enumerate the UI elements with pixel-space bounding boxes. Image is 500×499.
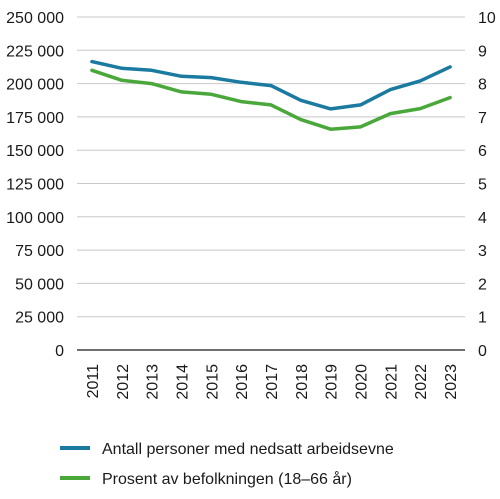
left-tick-label: 0 xyxy=(55,343,64,360)
x-tick-label: 2013 xyxy=(145,364,162,400)
x-tick-label: 2014 xyxy=(174,364,191,400)
x-tick-label: 2019 xyxy=(324,364,341,400)
right-tick-label: 5 xyxy=(478,177,487,194)
left-axis-tick-labels: 0 25 000 50 000 75 000 100 000 125 000 150 000… xyxy=(6,10,64,360)
x-tick-label: 2016 xyxy=(234,364,251,400)
x-tick-label: 2011 xyxy=(85,364,102,399)
legend-item-series-2: Prosent av befolkningen (18–66 år) xyxy=(60,470,352,488)
x-tick-label: 2020 xyxy=(354,364,371,400)
x-tick-label: 2017 xyxy=(264,364,281,400)
right-tick-label: 3 xyxy=(478,243,487,260)
left-tick-label: 25 000 xyxy=(15,310,64,327)
left-tick-label: 75 000 xyxy=(15,243,64,260)
left-tick-label: 100 000 xyxy=(6,210,64,227)
right-tick-label: 1 xyxy=(478,310,487,327)
series-line-2 xyxy=(90,68,452,131)
right-tick-label: 0 xyxy=(478,343,487,360)
x-tick-label: 2023 xyxy=(443,364,460,400)
left-tick-label: 150 000 xyxy=(6,143,64,160)
left-tick-label: 125 000 xyxy=(6,177,64,194)
left-tick-label: 250 000 xyxy=(6,10,64,27)
legend: Antall personer med nedsatt arbeidsevne … xyxy=(60,441,394,488)
x-axis-tick-labels: 2011 2012 2013 2014 2015 2016 2017 2018 2019 2020… xyxy=(85,364,460,400)
gridlines xyxy=(77,16,465,318)
right-tick-label: 8 xyxy=(478,77,487,94)
legend-label-series-2: Prosent av befolkningen (18–66 år) xyxy=(102,470,352,488)
x-tick-label: 2015 xyxy=(204,364,221,400)
right-tick-label: 2 xyxy=(478,276,487,293)
left-tick-label: 175 000 xyxy=(6,110,64,127)
right-axis-tick-labels: 0 1 2 3 4 5 6 7 8 9 10 xyxy=(478,10,496,360)
x-tick-label: 2021 xyxy=(383,364,400,400)
x-tick-label: 2018 xyxy=(294,364,311,400)
right-tick-label: 10 xyxy=(478,10,496,27)
x-tick-label: 2022 xyxy=(413,364,430,400)
right-tick-label: 6 xyxy=(478,143,487,160)
series-lines xyxy=(90,59,452,131)
left-tick-label: 225 000 xyxy=(6,43,64,60)
right-tick-label: 4 xyxy=(478,210,487,227)
right-tick-label: 9 xyxy=(478,43,487,60)
legend-label-series-1: Antall personer med nedsatt arbeidsevne xyxy=(102,441,394,458)
left-tick-label: 50 000 xyxy=(15,276,64,293)
left-tick-label: 200 000 xyxy=(6,77,64,94)
x-tick-label: 2012 xyxy=(115,364,132,400)
right-tick-label: 7 xyxy=(478,110,487,127)
series-line-1 xyxy=(90,59,452,111)
legend-item-series-1: Antall personer med nedsatt arbeidsevne xyxy=(60,441,394,458)
